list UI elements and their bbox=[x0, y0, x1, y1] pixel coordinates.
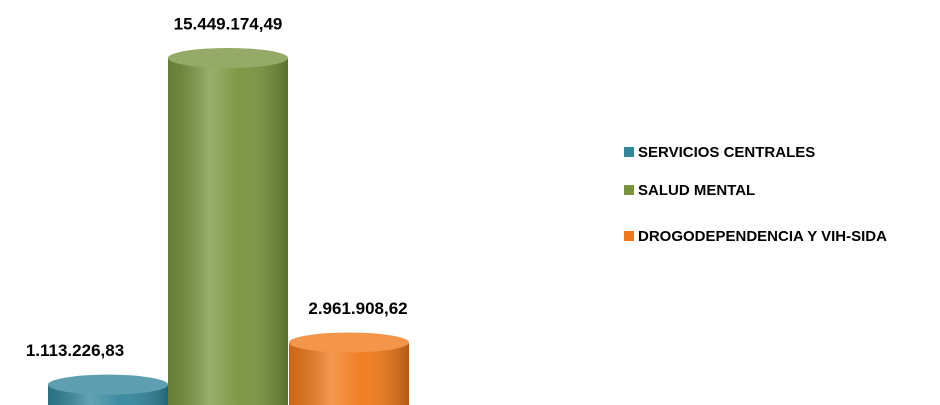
legend-label: SERVICIOS CENTRALES bbox=[638, 144, 815, 161]
legend-swatch bbox=[624, 147, 634, 157]
legend-swatch bbox=[624, 231, 634, 241]
cylinder-top-highlight bbox=[168, 48, 288, 68]
cylinder-top bbox=[168, 48, 288, 68]
value-label: 15.449.174,49 bbox=[174, 14, 283, 33]
cylinder-shade bbox=[168, 58, 288, 405]
value-label: 1.113.226,83 bbox=[26, 341, 124, 360]
cylinder-top-highlight bbox=[48, 374, 168, 395]
legend-label: SALUD MENTAL bbox=[638, 182, 755, 199]
value-label: 2.961.908,62 bbox=[308, 299, 407, 318]
legend-swatch bbox=[624, 185, 634, 195]
cylinder-top-highlight bbox=[289, 332, 409, 353]
legend-label: DROGODEPENDENCIA Y VIH-SIDA bbox=[638, 228, 887, 245]
cylinder-top bbox=[289, 332, 409, 353]
cylinder-top bbox=[48, 374, 168, 395]
cylinder-shade bbox=[289, 342, 409, 405]
